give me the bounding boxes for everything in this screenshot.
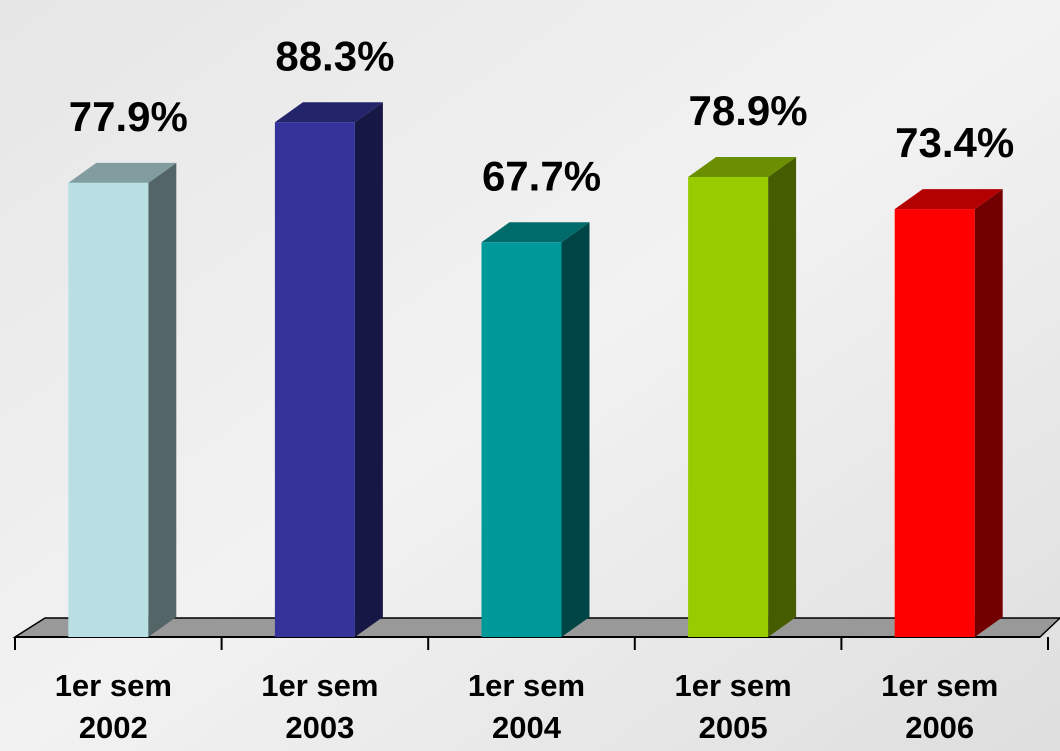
bar-top (68, 162, 177, 183)
x-tick-label: 1er sem (881, 668, 998, 703)
bar (894, 209, 975, 637)
x-tick-label: 1er sem (674, 668, 791, 703)
bar-top (894, 189, 1003, 210)
bar-side (354, 102, 383, 637)
bar-side (148, 162, 177, 637)
x-tick-label: 1er sem (261, 668, 378, 703)
bar-top (688, 157, 797, 178)
x-tick-label: 1er sem (468, 668, 585, 703)
x-tick-label: 2004 (492, 710, 562, 745)
x-tick-label: 2003 (285, 710, 354, 745)
bar (68, 182, 149, 637)
x-tick-label: 2005 (699, 710, 768, 745)
bar-side (974, 189, 1003, 637)
bar-side (561, 222, 590, 637)
bar-side (768, 157, 797, 637)
value-label: 77.9% (69, 93, 188, 140)
bar-top (481, 222, 590, 243)
x-tick-label: 2006 (905, 710, 974, 745)
value-label: 78.9% (689, 87, 808, 134)
value-label: 67.7% (482, 152, 601, 199)
bar (274, 122, 355, 637)
bar-top (274, 102, 383, 123)
x-tick-label: 2002 (79, 710, 148, 745)
value-label: 88.3% (275, 32, 394, 79)
bar (481, 242, 562, 637)
x-tick-label: 1er sem (55, 668, 172, 703)
value-label: 73.4% (895, 119, 1014, 166)
bar (688, 177, 769, 637)
